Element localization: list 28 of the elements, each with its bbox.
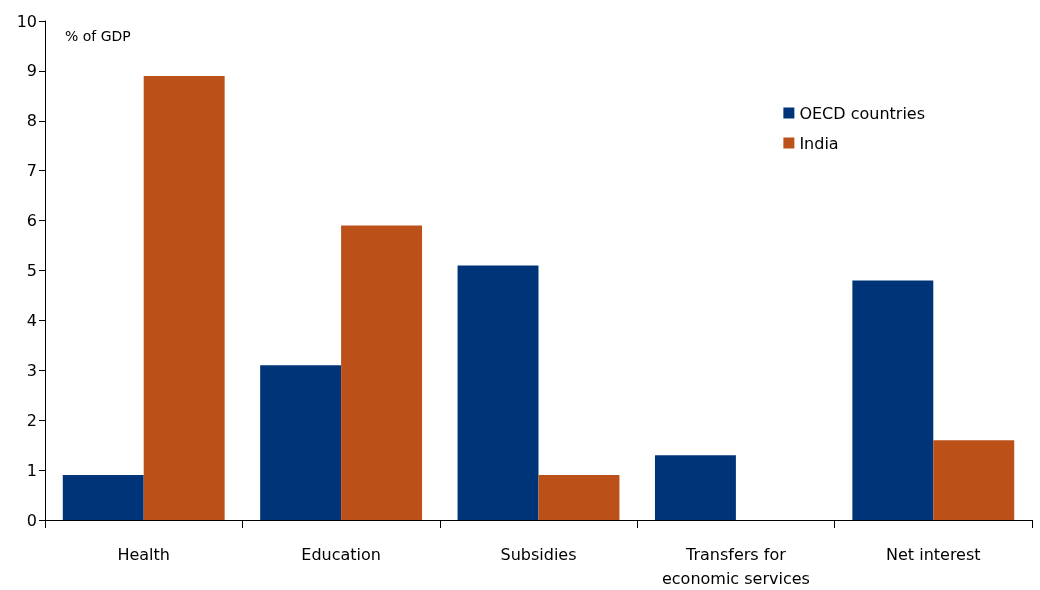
y-tick-label: 8	[26, 111, 37, 131]
y-tick-label: 2	[26, 410, 37, 430]
bar	[933, 440, 1015, 520]
bar	[538, 475, 620, 520]
x-tick-label: Transfers for economic services	[661, 544, 810, 588]
y-tick-label: 10	[16, 11, 37, 31]
bar	[143, 75, 225, 520]
x-tick-label: Education	[301, 544, 381, 564]
legend-label: OECD countries	[799, 103, 925, 123]
y-tick-label: 0	[26, 510, 37, 530]
y-tick-label: 4	[26, 310, 37, 330]
bar	[457, 265, 539, 520]
bar	[62, 475, 144, 520]
x-tick-label: Net interest	[886, 544, 981, 564]
bar	[852, 280, 934, 520]
y-tick-label: 5	[26, 261, 37, 280]
y-tick-label: 9	[26, 61, 37, 81]
bar	[341, 225, 423, 520]
legend-label: India	[799, 133, 839, 153]
y-tick-label: 1	[26, 460, 37, 480]
y-tick-label: 6	[26, 211, 37, 231]
x-tick-label: Health	[117, 544, 170, 564]
y-tick-label: 7	[26, 161, 37, 181]
bar	[260, 365, 342, 520]
y-axis-title: % of GDP	[65, 28, 131, 44]
bar	[654, 455, 736, 520]
y-tick-label: 3	[26, 360, 37, 380]
x-tick-label: Subsidies	[500, 544, 577, 564]
